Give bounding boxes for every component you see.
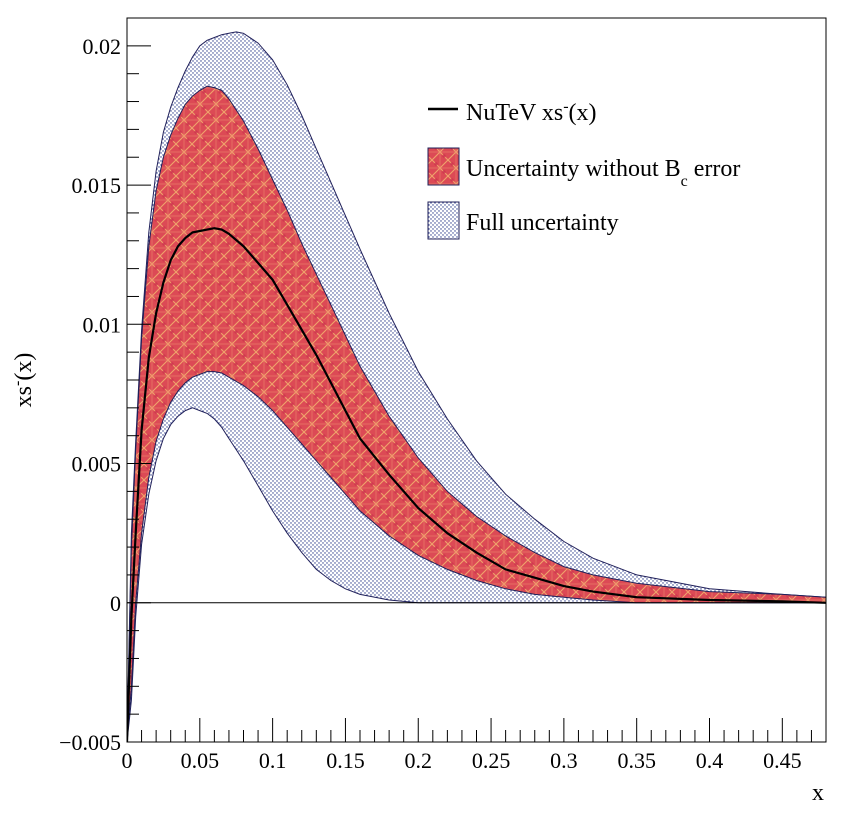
x-tick-label: 0.2 xyxy=(405,748,433,773)
legend-label-inner-sub: c xyxy=(681,173,688,190)
y-axis-tick-labels: −0.005 0 0.005 0.01 0.015 0.02 xyxy=(59,34,121,755)
full-uncertainty-band xyxy=(127,31,826,742)
legend-swatch-red xyxy=(427,147,460,186)
nutev-central-line xyxy=(127,227,826,742)
y-axis-title-sup: - xyxy=(9,381,26,386)
y-axis-title-main: xs xyxy=(11,386,37,407)
y-tick-label: 0.01 xyxy=(83,312,122,337)
uncertainty-without-bc-band xyxy=(127,85,826,742)
legend-swatch-dotted xyxy=(427,201,460,240)
legend-label-nutev-tail: (x) xyxy=(569,100,597,126)
x-axis-ticks xyxy=(126,718,827,742)
x-tick-label: 0.4 xyxy=(696,748,724,773)
y-tick-label: −0.005 xyxy=(59,730,121,755)
legend-label-nutev: NuTeV xs-(x) xyxy=(466,98,597,126)
legend-label-inner-main: Uncertainty without B xyxy=(466,156,681,182)
x-tick-label: 0.35 xyxy=(617,748,656,773)
y-tick-label: 0 xyxy=(110,591,121,616)
legend: NuTeV xs-(x) Uncertainty without Bc erro… xyxy=(427,98,740,240)
y-axis-title-tail: (x) xyxy=(11,353,37,381)
legend-label-inner-tail: error xyxy=(688,156,741,182)
x-tick-label: 0.1 xyxy=(259,748,287,773)
x-axis-tick-labels: 0 0.05 0.1 0.15 0.2 0.25 0.3 0.35 0.4 0.45 xyxy=(122,748,802,773)
x-tick-label: 0.05 xyxy=(181,748,220,773)
bands-layer xyxy=(127,31,826,742)
x-tick-label: 0.15 xyxy=(326,748,365,773)
x-tick-label: 0.25 xyxy=(472,748,511,773)
x-tick-label: 0.45 xyxy=(763,748,802,773)
legend-label-inner: Uncertainty without Bc error xyxy=(466,156,740,190)
x-tick-label: 0 xyxy=(122,748,133,773)
y-axis-title: xs-(x) xyxy=(9,353,37,408)
legend-label-full: Full uncertainty xyxy=(466,210,619,236)
y-axis-ticks xyxy=(127,17,151,743)
svg-text:xs-(x): xs-(x) xyxy=(9,353,37,408)
legend-label-nutev-main: NuTeV xs xyxy=(466,100,563,126)
y-tick-label: 0.015 xyxy=(72,173,122,198)
legend-label-nutev-sup: - xyxy=(563,98,568,115)
y-tick-label: 0.02 xyxy=(83,34,122,59)
y-tick-label: 0.005 xyxy=(72,452,122,477)
x-tick-label: 0.3 xyxy=(550,748,578,773)
x-axis-title: x xyxy=(812,780,824,806)
